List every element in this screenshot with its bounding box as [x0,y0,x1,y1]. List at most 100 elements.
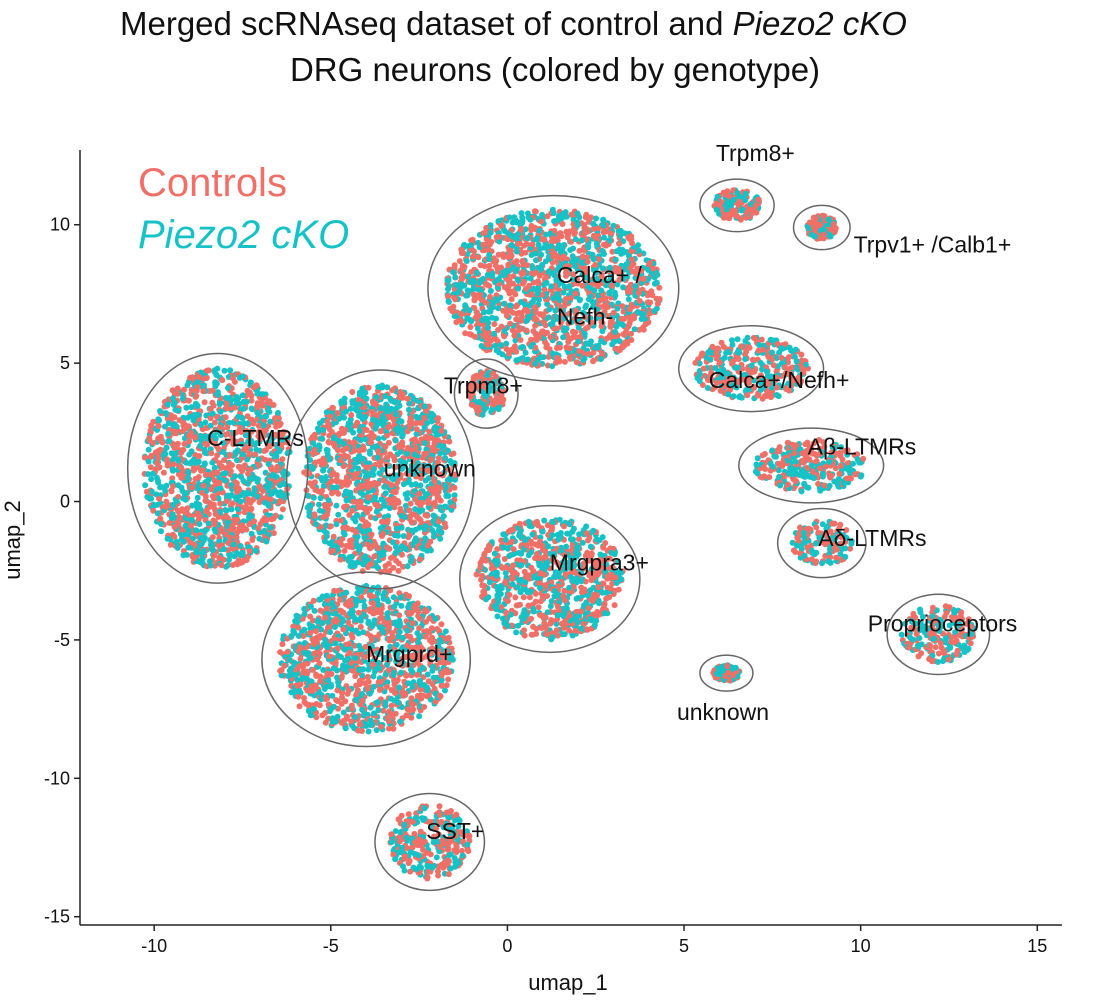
cell-point [327,413,334,420]
cell-point [244,413,251,420]
cell-point [398,848,405,855]
cell-point [163,498,170,505]
cell-point [388,687,395,693]
cell-point [398,602,405,609]
cell-point [535,522,541,529]
cell-point [218,562,225,569]
cell-point [388,839,395,846]
cell-point [338,517,344,524]
cell-point [516,532,523,539]
cell-point [225,540,232,546]
cell-point [147,464,154,471]
cell-point [399,394,406,401]
cell-point [177,464,184,471]
cell-point [536,562,543,569]
cell-point [432,513,438,520]
cell-point [438,672,445,679]
cell-point [323,605,330,612]
cell-point [393,678,400,685]
cell-point [227,552,234,559]
cell-point [166,519,173,526]
cell-point [464,847,471,854]
cell-point [252,451,259,458]
cell-point [389,630,395,636]
cell-point [391,532,398,539]
cell-point [348,601,355,608]
cell-point [318,435,324,442]
cell-point [171,414,178,421]
cell-point [217,432,224,439]
cell-point [202,493,209,500]
cell-point [346,479,353,486]
cell-point [398,512,405,519]
cell-point [353,405,360,412]
cell-point [154,510,161,517]
cell-point [286,667,293,674]
cell-point [497,591,504,597]
cell-point [240,405,247,412]
cell-point [253,547,260,554]
cell-point [384,517,391,524]
cell-point [170,422,177,429]
cell-point [146,437,153,444]
cell-point [142,482,149,489]
cell-point [378,723,384,730]
cell-point [164,401,171,408]
cell-point [183,551,190,558]
cell-point [500,531,507,538]
cell-point [607,585,614,592]
cell-point [445,493,452,499]
cell-point [537,538,543,545]
cell-point [234,550,240,556]
cell-point [208,486,215,493]
cell-point [310,650,317,657]
cell-point [417,828,424,835]
cell-point [438,621,445,628]
cell-point [542,548,549,555]
cell-point [175,482,182,489]
cell-point [508,538,515,545]
cell-point [360,712,367,719]
cell-point [340,529,347,536]
cell-point [518,550,525,557]
cell-point [412,481,419,488]
cell-point [209,534,216,541]
cell-point [588,597,595,603]
cell-point [183,404,190,411]
cell-point [244,489,251,496]
cell-point [274,463,281,470]
cell-point [520,594,527,601]
cell-point [162,503,169,510]
cell-point [211,495,217,502]
cell-point [175,509,182,515]
cell-point [171,533,178,540]
cell-point [213,372,220,378]
cell-point [235,413,242,420]
cell-point [163,444,170,451]
cell-point [386,725,392,732]
cell-point [510,562,517,569]
cell-point [197,557,203,564]
cell-point [168,515,175,521]
cell-point [365,494,371,501]
cell-point [426,615,433,622]
cell-point [301,699,308,706]
cell-point [187,374,194,381]
cell-point [400,481,407,488]
points-layer [141,187,977,882]
cell-point [525,603,532,609]
cell-point [427,538,434,545]
cell-point [400,544,407,551]
cell-point [342,666,348,673]
cell-point [430,444,437,450]
cell-point [369,600,376,607]
cell-point [153,449,160,456]
cell-point [410,395,417,402]
cell-point [384,544,391,551]
cell-point [334,447,341,454]
cell-point [248,428,255,435]
cell-point [164,459,171,466]
cell-point [157,408,163,414]
cell-point [397,829,404,836]
cell-point [385,718,392,725]
